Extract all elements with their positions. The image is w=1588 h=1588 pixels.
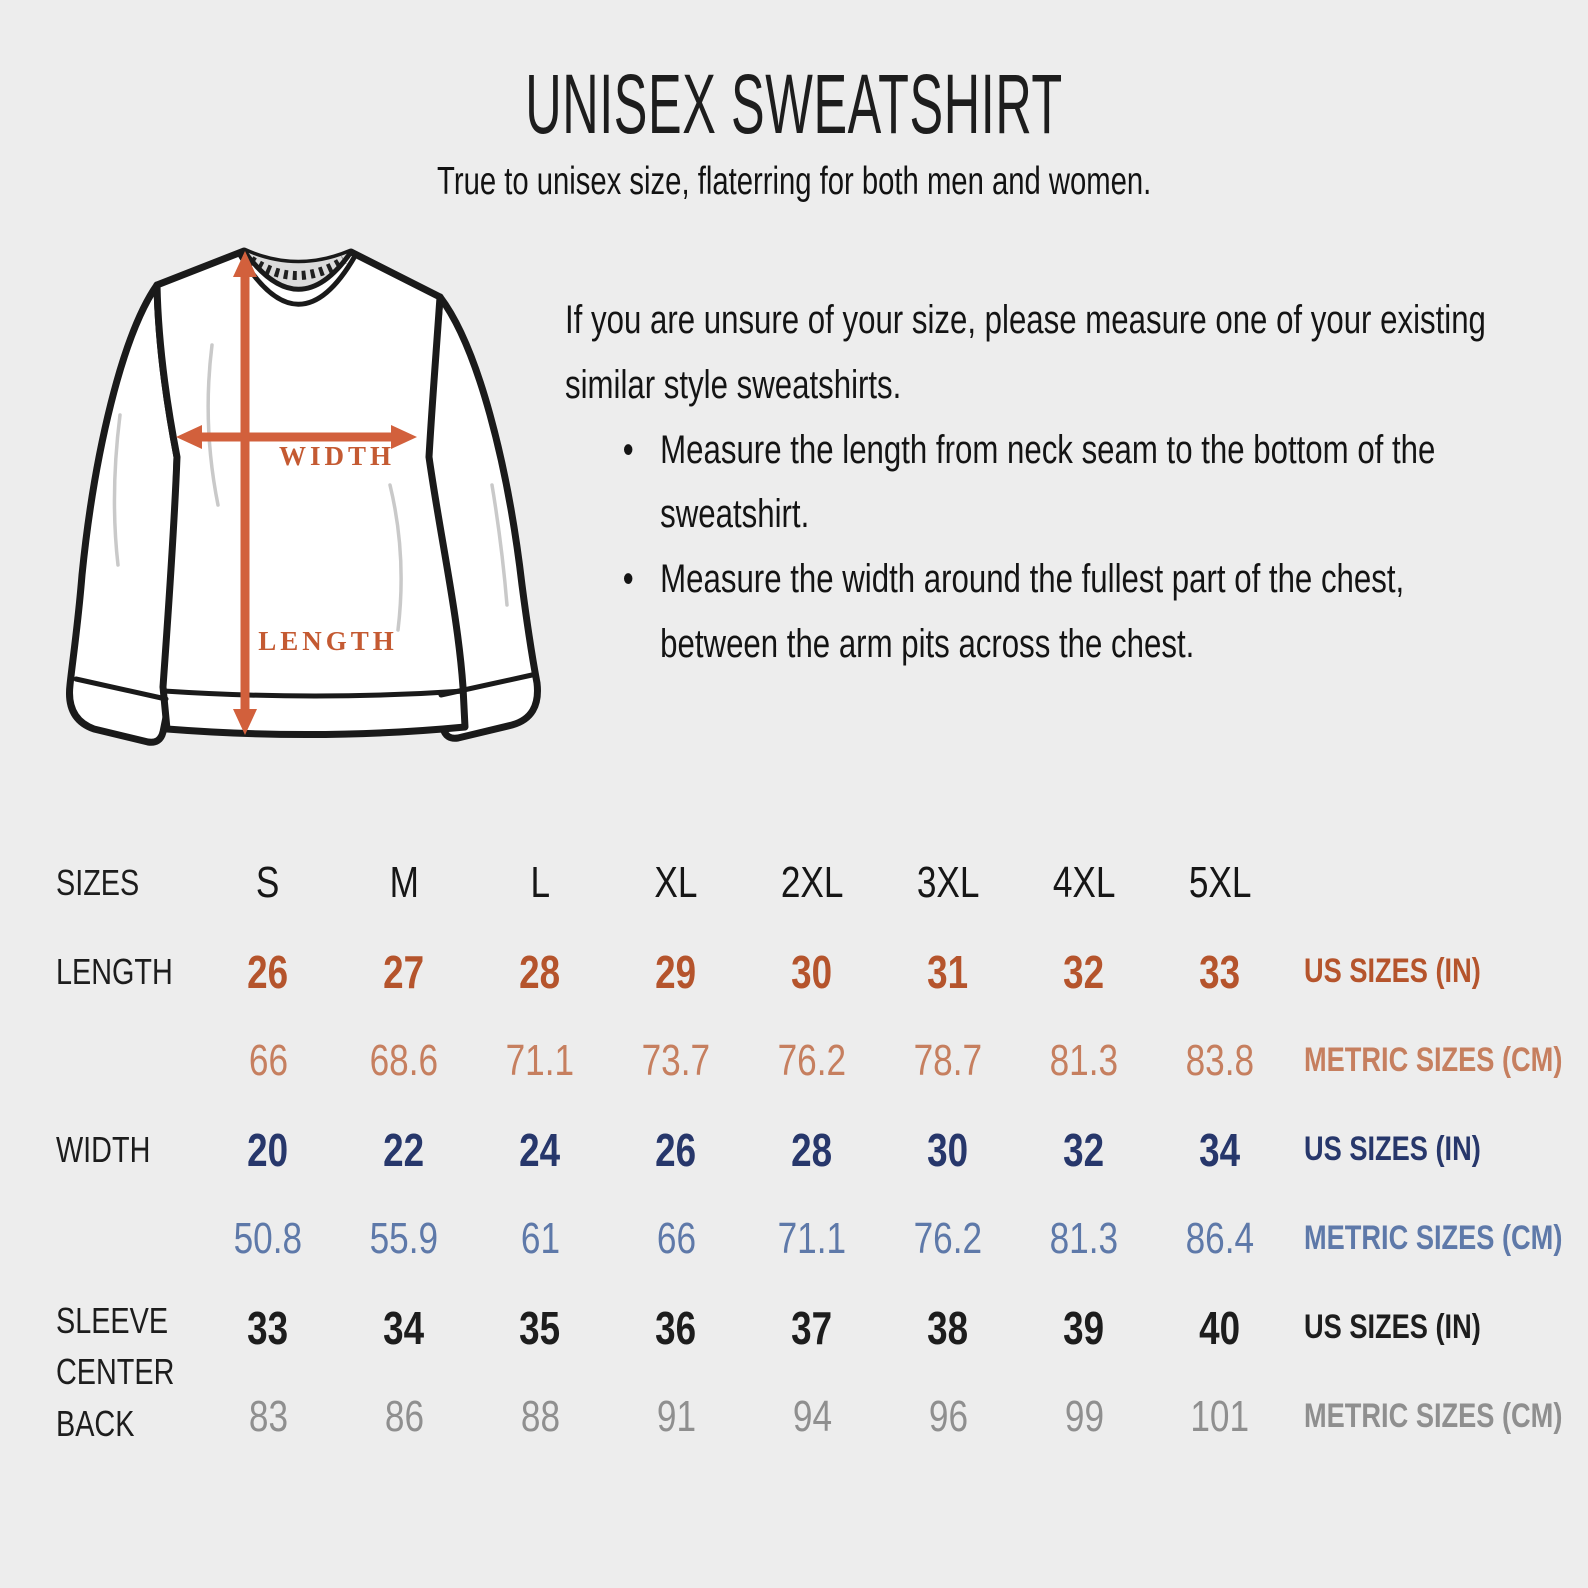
- row-label-width: WIDTH: [56, 1128, 151, 1170]
- fold-line: [490, 483, 509, 607]
- width-us-value: 32: [1063, 1123, 1105, 1176]
- instruction-text: Measure the width around the fullest par…: [660, 557, 1405, 666]
- width-arrow-icon: [176, 425, 417, 449]
- width-us-value: 20: [247, 1123, 289, 1176]
- sleeve-metric-value: 99: [1064, 1391, 1104, 1441]
- page-title: UNISEX SWEATSHIRT: [525, 57, 1063, 151]
- unit-label: US SIZES (IN): [1304, 1130, 1481, 1168]
- instruction-text: Measure the length from neck seam to the…: [660, 427, 1436, 537]
- collar-stitch-texture: [248, 256, 347, 280]
- size-table: SIZES S M L XL 2XL 3XL 4XL 5XL LENGTH 26…: [40, 838, 1562, 1461]
- width-us-value: 26: [655, 1123, 697, 1176]
- sleeve-us-value: 34: [383, 1301, 425, 1354]
- size-column-header: M: [389, 857, 419, 907]
- instructions-list: • Measure the length from neck seam to t…: [565, 418, 1548, 677]
- length-us-value: 27: [383, 945, 425, 998]
- length-metric-value: 68.6: [369, 1035, 439, 1085]
- width-us-value: 28: [791, 1123, 833, 1176]
- size-column-header: 3XL: [916, 857, 980, 907]
- empty-cell: [1288, 838, 1588, 927]
- measuring-instructions: If you are unsure of your size, please m…: [565, 288, 1548, 677]
- page-subtitle: True to unisex size, flaterring for both…: [436, 160, 1152, 203]
- sweatshirt-illustration: [66, 247, 541, 746]
- length-metric-value: 73.7: [641, 1035, 711, 1085]
- sleeve-metric-value: 96: [928, 1391, 968, 1441]
- row-label-length: LENGTH: [56, 950, 173, 992]
- width-us-value: 34: [1199, 1123, 1241, 1176]
- size-column-header: 2XL: [780, 857, 844, 907]
- sleeve-us-value: 35: [519, 1301, 561, 1354]
- length-metric-value: 78.7: [913, 1035, 983, 1085]
- sleeve-us-value: 37: [791, 1301, 833, 1354]
- width-metric-value: 66: [656, 1213, 696, 1263]
- sleeve-us-value: 38: [927, 1301, 969, 1354]
- sleeve-us-value: 33: [247, 1301, 289, 1354]
- sweatshirt-body: [153, 247, 469, 739]
- width-metric-value: 86.4: [1185, 1213, 1255, 1263]
- left-cuff-line: [73, 676, 169, 702]
- sleeve-us-value: 40: [1199, 1301, 1241, 1354]
- length-us-value: 29: [655, 945, 697, 998]
- fold-line: [112, 413, 122, 567]
- unit-label: METRIC SIZES (CM): [1304, 1219, 1563, 1257]
- length-us-value: 30: [791, 945, 833, 998]
- width-metric-value: 55.9: [369, 1213, 439, 1263]
- length-us-value: 26: [247, 945, 289, 998]
- sleeve-metric-value: 86: [384, 1391, 424, 1441]
- empty-cell: [40, 1194, 200, 1283]
- size-column-header: 4XL: [1052, 857, 1116, 907]
- bullet-dot-icon: •: [622, 557, 634, 602]
- length-metric-value: 76.2: [777, 1035, 847, 1085]
- length-arrow-icon: [233, 251, 257, 735]
- length-metric-value: 81.3: [1049, 1035, 1119, 1085]
- fold-line: [388, 483, 403, 632]
- width-metric-value: 71.1: [777, 1213, 847, 1263]
- sleeve-metric-value: 94: [792, 1391, 832, 1441]
- width-us-value: 24: [519, 1123, 561, 1176]
- size-column-header: S: [256, 857, 280, 907]
- length-metric-value: 71.1: [505, 1035, 575, 1085]
- unit-label: METRIC SIZES (CM): [1304, 1397, 1563, 1435]
- size-column-header: XL: [654, 857, 698, 907]
- width-us-value: 22: [383, 1123, 425, 1176]
- length-metric-value: 66: [248, 1035, 288, 1085]
- length-us-value: 28: [519, 945, 561, 998]
- right-cuff-line: [438, 672, 535, 698]
- instruction-item: • Measure the length from neck seam to t…: [565, 418, 1510, 548]
- width-metric-value: 81.3: [1049, 1213, 1119, 1263]
- unit-label: US SIZES (IN): [1304, 1308, 1481, 1346]
- sleeve-metric-value: 83: [248, 1391, 288, 1441]
- sleeve-us-value: 36: [655, 1301, 697, 1354]
- unit-label: US SIZES (IN): [1304, 952, 1481, 990]
- size-column-header: 5XL: [1188, 857, 1252, 907]
- sleeve-metric-value: 101: [1190, 1391, 1250, 1441]
- size-column-header: L: [530, 857, 550, 907]
- length-dimension-label: LENGTH: [258, 626, 398, 656]
- length-us-value: 31: [927, 945, 969, 998]
- width-metric-value: 76.2: [913, 1213, 983, 1263]
- instructions-intro: If you are unsure of your size, please m…: [565, 298, 1486, 407]
- width-dimension-label: WIDTH: [278, 441, 396, 471]
- collar-band-outer: [241, 248, 354, 292]
- instruction-item: • Measure the width around the fullest p…: [565, 547, 1510, 677]
- fold-line: [206, 343, 220, 507]
- sweatshirt-diagram: WIDTH LENGTH: [60, 235, 560, 765]
- bullet-dot-icon: •: [622, 427, 634, 472]
- length-us-value: 33: [1199, 945, 1241, 998]
- sleeve-us-value: 39: [1063, 1301, 1105, 1354]
- empty-cell: [40, 1016, 200, 1105]
- width-metric-value: 61: [520, 1213, 560, 1263]
- unit-label: METRIC SIZES (CM): [1304, 1041, 1563, 1079]
- width-us-value: 30: [927, 1123, 969, 1176]
- length-metric-value: 83.8: [1185, 1035, 1255, 1085]
- width-metric-value: 50.8: [233, 1213, 303, 1263]
- sleeve-metric-value: 88: [520, 1391, 560, 1441]
- row-label-sleeve-center-back: SLEEVE CENTER BACK: [56, 1300, 175, 1444]
- hem-band-line: [161, 688, 467, 699]
- table-header-sizes: SIZES: [56, 861, 140, 903]
- length-us-value: 32: [1063, 945, 1105, 998]
- sleeve-metric-value: 91: [656, 1391, 696, 1441]
